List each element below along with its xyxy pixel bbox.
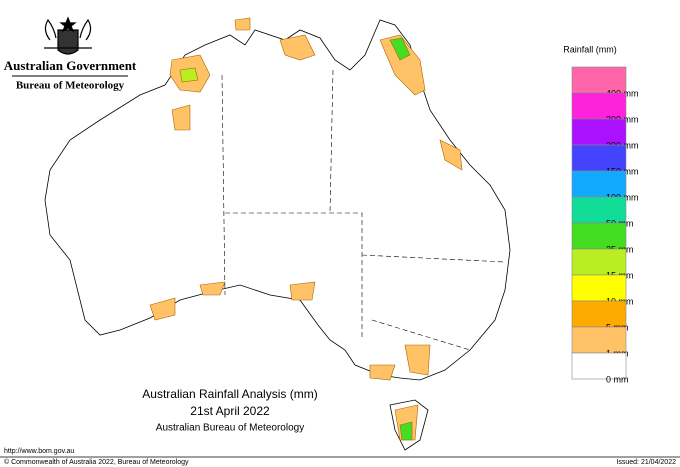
url: http://www.bom.gov.au: [4, 448, 74, 455]
legend-swatch: [571, 352, 627, 380]
legend-swatch: [571, 144, 627, 172]
legend: 400 mm300 mm200 mm150 mm100 mm50 mm25 mm…: [571, 66, 639, 384]
legend-swatch: [571, 196, 627, 224]
legend-swatch: [571, 248, 627, 276]
map-source: Australian Bureau of Meteorology: [156, 423, 304, 434]
government: Australian Government: [4, 58, 137, 73]
map-title: Australian Rainfall Analysis (mm): [142, 387, 317, 401]
crest: [44, 16, 92, 55]
australia-map: [44, 17, 511, 451]
legend-swatch: [571, 326, 627, 354]
legend-swatch: [571, 118, 627, 146]
map-date: 21st April 2022: [190, 404, 270, 418]
legend-title: Rainfall (mm): [563, 44, 617, 54]
legend-swatch: [571, 274, 627, 302]
legend-label: 0 mm: [606, 374, 629, 384]
legend-swatch: [571, 66, 627, 94]
copyright: © Commonwealth of Australia 2022, Bureau…: [4, 458, 189, 466]
legend-swatch: [571, 170, 627, 198]
issued: Issued: 21/04/2022: [616, 459, 676, 466]
legend-swatch: [571, 92, 627, 120]
legend-swatch: [571, 222, 627, 250]
agency: Bureau of Meteorology: [16, 80, 125, 92]
